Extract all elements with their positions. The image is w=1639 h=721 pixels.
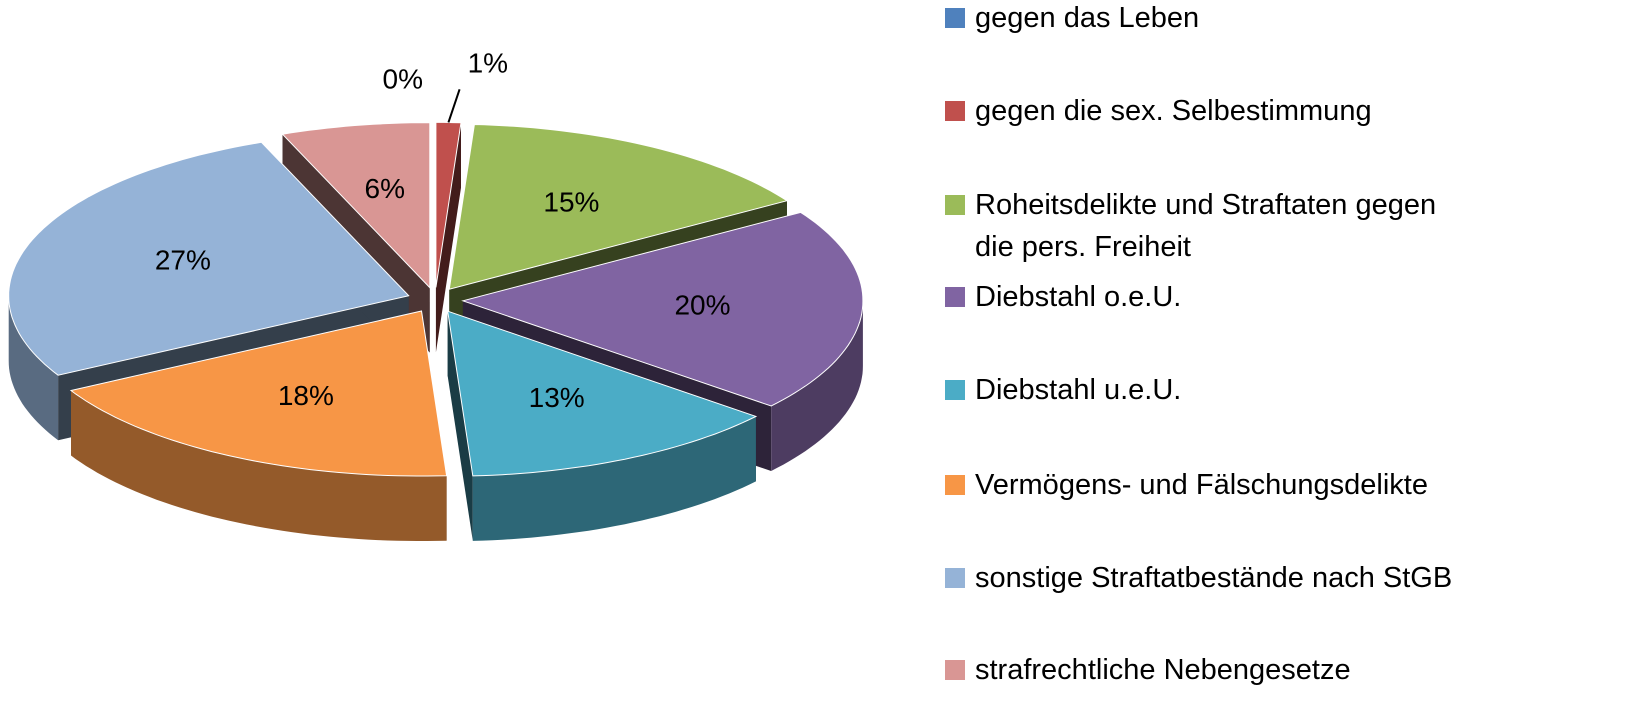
slice bbox=[447, 310, 758, 477]
legend-label: strafrechtliche Nebengesetze bbox=[975, 654, 1351, 686]
slice-side bbox=[435, 122, 461, 353]
data-label: 18% bbox=[278, 380, 334, 411]
data-label: 15% bbox=[543, 186, 599, 217]
chart: 0% 1% 15% 20% 13% 18% 27% 6% bbox=[8, 48, 864, 541]
legend-item: sonstige Straftatbestände nach StGB bbox=[945, 557, 1480, 599]
leader-line bbox=[447, 88, 461, 123]
legend-swatch bbox=[945, 101, 965, 121]
slice bbox=[435, 121, 462, 288]
legend-label: gegen das Leben bbox=[975, 2, 1200, 34]
legend-label: gegen die sex. Selbestimmung bbox=[975, 95, 1372, 127]
data-label: 13% bbox=[529, 382, 585, 413]
legend-item: strafrechtliche Nebengesetze bbox=[945, 649, 1480, 691]
data-label: 27% bbox=[155, 245, 211, 276]
data-label: 1% bbox=[468, 48, 508, 79]
data-label: 20% bbox=[674, 289, 730, 320]
data-label: 6% bbox=[365, 173, 405, 204]
legend-swatch bbox=[945, 568, 965, 588]
slice-wall bbox=[8, 295, 59, 441]
legend-item: Vermögens- und Fälschungsdelikte bbox=[945, 464, 1480, 506]
slice bbox=[281, 122, 431, 289]
slice-wall bbox=[472, 416, 756, 541]
legend-swatch bbox=[945, 287, 965, 307]
slice-wall bbox=[71, 390, 447, 541]
legend-item: Diebstahl u.e.U. bbox=[945, 369, 1480, 411]
slice-side bbox=[447, 311, 473, 541]
legend-swatch bbox=[945, 8, 965, 28]
legend-label: Diebstahl o.e.U. bbox=[975, 281, 1182, 313]
tops bbox=[8, 121, 864, 477]
legend-label: Roheitsdelikte und Straftaten gegen die … bbox=[975, 189, 1437, 263]
legend: gegen das Leben gegen die sex. Selbestimm… bbox=[945, 0, 1635, 721]
legend-label: Diebstahl u.e.U. bbox=[975, 374, 1182, 406]
slice-wall bbox=[771, 300, 863, 471]
data-label: 0% bbox=[383, 64, 423, 95]
legend-item: Diebstahl o.e.U. bbox=[945, 276, 1480, 318]
slice bbox=[461, 211, 864, 407]
legend-label: sonstige Straftatbestände nach StGB bbox=[975, 562, 1453, 594]
labels: 0% 1% 15% 20% 13% 18% 27% 6% bbox=[155, 48, 731, 413]
legend-item: gegen die sex. Selbestimmung bbox=[945, 90, 1480, 132]
legend-label: Vermögens- und Fälschungsdelikte bbox=[975, 469, 1428, 501]
legend-swatch bbox=[945, 195, 965, 215]
legend-swatch bbox=[945, 380, 965, 400]
slice bbox=[448, 123, 789, 290]
legend-swatch bbox=[945, 660, 965, 680]
slice bbox=[69, 310, 448, 477]
legend-item: Roheitsdelikte und Straftaten gegen die … bbox=[945, 184, 1480, 268]
slice bbox=[8, 141, 410, 376]
legend-swatch bbox=[945, 475, 965, 495]
legend-item: gegen das Leben bbox=[945, 0, 1480, 39]
